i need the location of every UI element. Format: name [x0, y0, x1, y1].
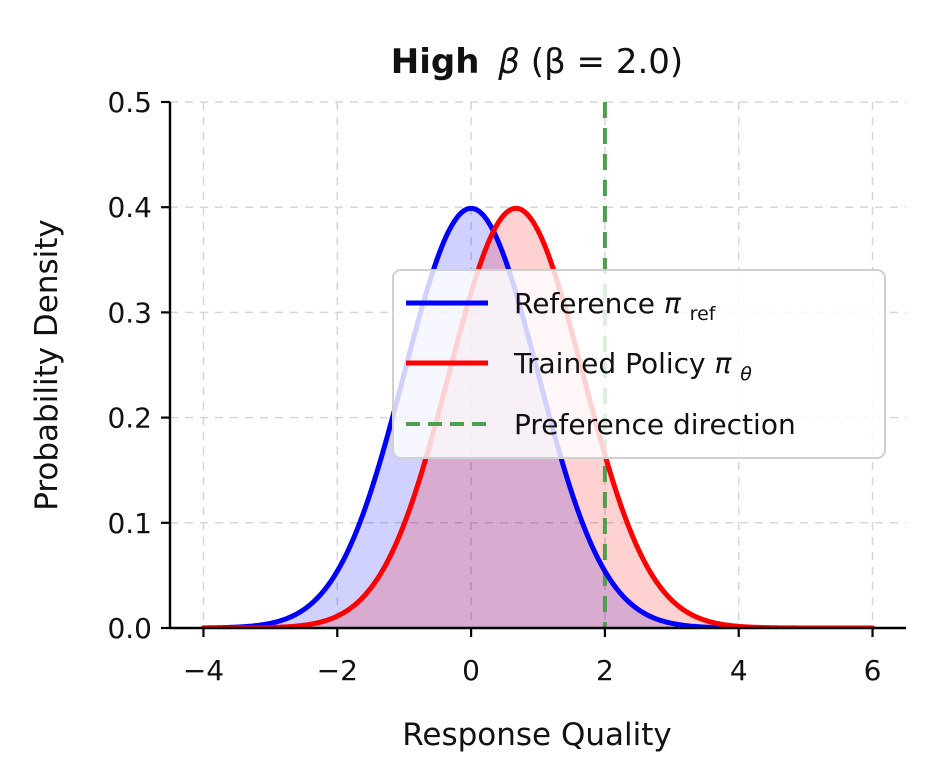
chart-title: High β (β = 2.0) — [391, 42, 683, 82]
y-axis-label: Probability Density — [29, 219, 65, 511]
legend-reference-text: Reference — [514, 287, 664, 320]
title-beta-symbol: β — [497, 42, 520, 82]
y-tick-label-2: 0.2 — [107, 402, 152, 435]
x-tick-label-4: 4 — [730, 654, 748, 687]
x-tick-label-1: −2 — [317, 654, 358, 687]
y-tick-label-1: 0.1 — [107, 507, 152, 540]
legend-label-trained: Trained Policy π θ — [513, 347, 752, 385]
legend-box — [392, 269, 886, 459]
y-tick-label-4: 0.4 — [107, 191, 152, 224]
x-tick-label-3: 2 — [596, 654, 614, 687]
y-tick-label-0: 0.0 — [107, 612, 152, 645]
legend-label-reference: Reference π ref — [514, 287, 717, 325]
legend-trained-subscript: θ — [740, 363, 752, 385]
x-tick-layer: −4 −2 0 2 4 6 — [183, 628, 882, 687]
y-tick-layer: 0.0 0.1 0.2 0.3 0.4 0.5 — [107, 86, 170, 645]
x-tick-label-0: −4 — [183, 654, 224, 687]
legend: Reference π ref Trained Policy π θ Prefe… — [392, 269, 886, 459]
legend-label-preference-direction: Preference direction — [514, 408, 796, 441]
legend-reference-subscript: ref — [690, 303, 717, 325]
x-axis-label: Response Quality — [402, 717, 672, 753]
legend-trained-symbol: π — [715, 347, 733, 380]
legend-reference-symbol: π — [664, 287, 682, 320]
x-tick-label-5: 6 — [864, 654, 882, 687]
y-tick-label-3: 0.3 — [107, 296, 152, 329]
x-tick-label-2: 0 — [462, 654, 480, 687]
y-tick-label-5: 0.5 — [107, 86, 152, 119]
title-suffix: (β = 2.0) — [531, 42, 683, 82]
legend-trained-text: Trained Policy — [513, 347, 715, 380]
axes-layer — [168, 102, 906, 630]
title-bold-prefix: High — [391, 42, 480, 82]
